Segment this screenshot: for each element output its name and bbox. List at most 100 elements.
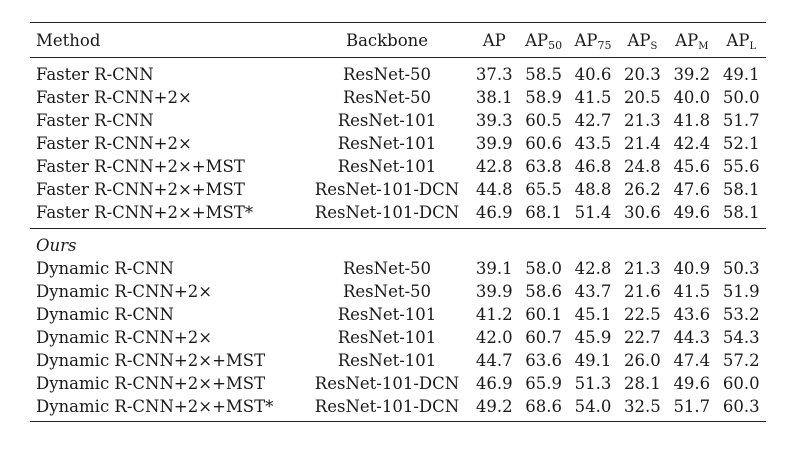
header-row: Method Backbone AP AP50 AP75 APS APM APL (30, 22, 766, 58)
cell-ap50: 63.6 (525, 351, 562, 370)
header-ap50: AP50 (518, 22, 569, 58)
cell-backbone: ResNet-50 (342, 259, 432, 278)
cell-backbone: ResNet-101 (337, 134, 437, 153)
cell-ap75: 40.6 (574, 65, 612, 84)
cell-backbone: ResNet-50 (342, 88, 432, 107)
cell-aps: 21.3 (624, 111, 661, 130)
cell-apm: 39.2 (673, 65, 711, 84)
cell-method: Dynamic R-CNN (36, 305, 174, 324)
cell-ap50: 60.1 (525, 305, 562, 324)
header-aps-base: AP (627, 30, 651, 50)
table-row: Dynamic R-CNN+2×+MST ResNet-101 44.7 63.… (30, 349, 766, 372)
cell-ap: 41.2 (475, 305, 513, 324)
cell-method: Faster R-CNN+2×+MST (36, 157, 245, 176)
cell-ap75: 43.7 (574, 282, 612, 301)
cell-ap75: 41.5 (574, 88, 612, 107)
header-backbone: Backbone (304, 22, 470, 58)
header-ap75: AP75 (568, 22, 618, 58)
cell-apm: 42.4 (673, 134, 711, 153)
table-row: Dynamic R-CNN+2× ResNet-101 42.0 60.7 45… (30, 326, 766, 349)
cell-aps: 24.8 (624, 157, 661, 176)
cell-method: Dynamic R-CNN+2×+MST (36, 351, 266, 370)
ours-section-label: Ours (36, 236, 77, 255)
cell-ap75: 43.5 (574, 134, 612, 153)
cell-apl: 55.6 (722, 157, 760, 176)
header-aps-sub: S (650, 40, 658, 52)
divider-cell (30, 228, 766, 229)
cell-apl: 50.3 (722, 259, 760, 278)
cell-ap75: 46.8 (574, 157, 612, 176)
table-row: Faster R-CNN+2× ResNet-50 38.1 58.9 41.5… (30, 86, 766, 109)
cell-apm: 49.6 (673, 203, 711, 222)
cell-apm: 43.6 (673, 305, 711, 324)
cell-method: Dynamic R-CNN+2× (36, 328, 213, 347)
cell-apl: 58.1 (722, 203, 760, 222)
header-aps: APS (617, 22, 668, 58)
cell-ap50: 68.1 (525, 203, 562, 222)
table-row: Dynamic R-CNN+2× ResNet-50 39.9 58.6 43.… (30, 280, 766, 303)
cell-method: Faster R-CNN (36, 111, 154, 130)
header-ap50-base: AP (525, 30, 549, 50)
cell-aps: 28.1 (624, 374, 661, 393)
cell-ap: 38.1 (475, 88, 513, 107)
cell-apl: 52.1 (722, 134, 760, 153)
cell-apm: 40.0 (673, 88, 711, 107)
cell-apm: 45.6 (673, 157, 711, 176)
cell-backbone: ResNet-101 (337, 305, 437, 324)
cell-apm: 41.5 (673, 282, 711, 301)
header-ap75-base: AP (574, 30, 598, 50)
cell-method: Dynamic R-CNN (36, 259, 174, 278)
cell-backbone: ResNet-101-DCN (314, 180, 460, 199)
cell-ap50: 60.5 (525, 111, 562, 130)
table-row: Dynamic R-CNN ResNet-101 41.2 60.1 45.1 … (30, 303, 766, 326)
cell-apm: 47.4 (673, 351, 711, 370)
header-method: Method (30, 22, 305, 58)
cell-aps: 21.6 (624, 282, 661, 301)
cell-ap: 39.1 (475, 259, 513, 278)
cell-ap75: 48.8 (574, 180, 612, 199)
cell-apm: 51.7 (667, 395, 717, 422)
cell-ap75: 49.1 (574, 351, 612, 370)
cell-backbone: ResNet-101-DCN (314, 203, 460, 222)
cell-aps: 26.0 (624, 351, 661, 370)
table-row: Dynamic R-CNN ResNet-50 39.1 58.0 42.8 2… (30, 257, 766, 280)
cell-apl: 58.1 (722, 180, 760, 199)
cell-ap75: 42.8 (574, 259, 612, 278)
cell-ap: 46.9 (475, 203, 513, 222)
cell-aps: 20.3 (624, 65, 661, 84)
cell-ap50: 58.9 (525, 88, 562, 107)
empty-cell (305, 234, 766, 257)
cell-apl: 53.2 (722, 305, 760, 324)
cell-backbone: ResNet-101 (337, 111, 437, 130)
table-row: Faster R-CNN ResNet-50 37.3 58.5 40.6 20… (30, 63, 766, 86)
cell-apl: 51.7 (722, 111, 760, 130)
cell-ap75: 54.0 (568, 395, 618, 422)
cell-apm: 40.9 (673, 259, 711, 278)
header-apl: APL (716, 22, 766, 58)
cell-ap75: 42.7 (574, 111, 612, 130)
cell-ap75: 45.1 (574, 305, 612, 324)
cell-ap: 44.8 (475, 180, 513, 199)
section-divider (30, 228, 766, 229)
cell-ap: 49.2 (469, 395, 519, 422)
cell-aps: 21.3 (624, 259, 661, 278)
cell-ap: 39.3 (475, 111, 513, 130)
table-row: Dynamic R-CNN+2×+MST* ResNet-101-DCN 49.… (30, 395, 766, 422)
header-apl-sub: L (749, 40, 757, 52)
header-apm-base: AP (675, 30, 699, 50)
cell-apl: 57.2 (722, 351, 760, 370)
cell-backbone: ResNet-101-DCN (304, 395, 470, 422)
results-table: Method Backbone AP AP50 AP75 APS APM APL… (30, 22, 766, 422)
section-label-row: Ours (30, 234, 766, 257)
cell-apl: 50.0 (722, 88, 760, 107)
cell-ap50: 68.6 (518, 395, 569, 422)
cell-ap75: 45.9 (574, 328, 612, 347)
cell-method: Faster R-CNN+2×+MST (36, 180, 245, 199)
cell-method: Dynamic R-CNN+2×+MST (36, 374, 266, 393)
cell-apl: 54.3 (722, 328, 760, 347)
table-row: Faster R-CNN+2×+MST* ResNet-101-DCN 46.9… (30, 201, 766, 229)
cell-ap50: 58.6 (525, 282, 562, 301)
header-ap: AP (469, 22, 519, 58)
cell-ap50: 65.9 (525, 374, 562, 393)
cell-ap: 44.7 (475, 351, 513, 370)
